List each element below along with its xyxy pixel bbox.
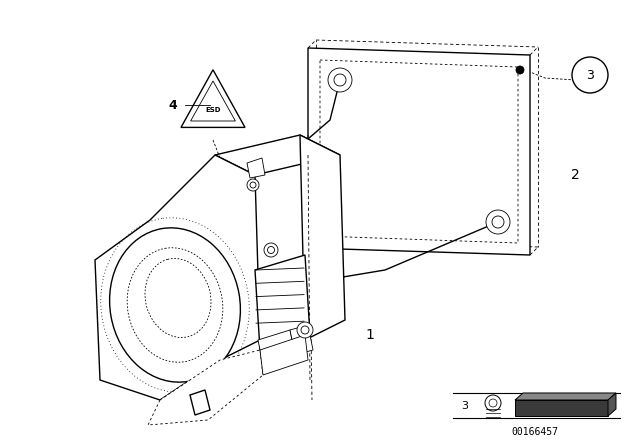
Polygon shape	[258, 330, 295, 365]
Circle shape	[247, 179, 259, 191]
Polygon shape	[608, 393, 616, 416]
Polygon shape	[215, 135, 340, 175]
Polygon shape	[300, 135, 345, 340]
Text: 4: 4	[168, 99, 177, 112]
Polygon shape	[255, 255, 310, 350]
Text: 3: 3	[461, 401, 468, 411]
Text: 2: 2	[571, 168, 579, 182]
Circle shape	[485, 395, 501, 411]
Polygon shape	[308, 48, 530, 255]
Polygon shape	[290, 325, 313, 355]
Ellipse shape	[109, 228, 241, 382]
Polygon shape	[515, 400, 608, 416]
Circle shape	[264, 243, 278, 257]
Circle shape	[328, 68, 352, 92]
Text: 3: 3	[586, 69, 594, 82]
Text: 1: 1	[365, 328, 374, 342]
Circle shape	[297, 322, 313, 338]
Polygon shape	[190, 390, 210, 415]
Text: ESD: ESD	[205, 107, 221, 113]
Polygon shape	[515, 393, 616, 400]
Polygon shape	[181, 70, 245, 127]
Polygon shape	[247, 158, 265, 178]
Circle shape	[486, 210, 510, 234]
Polygon shape	[95, 155, 260, 400]
Polygon shape	[260, 335, 308, 375]
Text: 00166457: 00166457	[511, 427, 559, 437]
Circle shape	[572, 57, 608, 93]
Circle shape	[516, 66, 524, 74]
Polygon shape	[148, 350, 263, 425]
